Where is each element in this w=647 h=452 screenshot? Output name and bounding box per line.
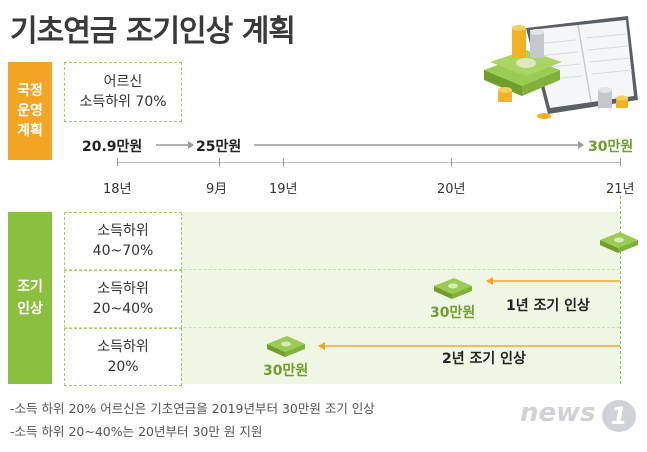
arrow-left-icon: [318, 342, 620, 350]
early-raise-2yr: 2년 조기 인상: [442, 351, 526, 367]
year-label: 21년: [606, 182, 635, 197]
amount-end: 30만원: [588, 139, 634, 155]
early-raise-area: [180, 212, 620, 384]
year-label: 18년: [103, 182, 132, 197]
money-stack-icon: [267, 336, 305, 357]
year-label: 19년: [269, 182, 298, 197]
national-plan-label: 국정 운영 계획: [8, 62, 52, 160]
amount-mid: 25만원: [196, 139, 242, 155]
footnote-1: -소득 하위 20% 어르신은 기초연금을 2019년부터 30만원 조기 인상: [10, 401, 375, 416]
arrow-right-icon: [156, 141, 194, 149]
early-raise-label: 조기 인상: [8, 212, 52, 384]
money-illustration: [484, 16, 638, 119]
income-bracket-row-3: 소득하위 20%: [64, 328, 182, 386]
income-bracket-row-1: 소득하위 40~70%: [64, 212, 182, 270]
amount-row-2: 30만원: [430, 305, 476, 321]
page-title: 기초연금 조기인상 계획: [10, 14, 296, 49]
arrow-left-icon: [486, 277, 620, 285]
early-raise-1yr: 1년 조기 인상: [506, 298, 590, 314]
amount-start: 20.9만원: [82, 139, 143, 155]
money-stack-icon: [600, 232, 638, 253]
year-label: 9月: [206, 182, 228, 197]
timeline-axis: [117, 162, 620, 163]
footnote-2: -소득 하위 20~40%는 20년부터 30만 원 지원: [10, 424, 263, 439]
arrow-right-icon: [254, 141, 584, 149]
income-bracket-row-2: 소득하위 20~40%: [64, 270, 182, 328]
notebook-icon: [526, 16, 638, 114]
news1-logo: news 1: [520, 398, 640, 438]
national-plan-target: 어르신 소득하위 70%: [64, 62, 182, 122]
amount-row-3: 30만원: [263, 363, 309, 379]
year-label: 20년: [437, 182, 466, 197]
money-stack-icon: [434, 278, 472, 299]
coin-stack-icon: [498, 25, 628, 119]
